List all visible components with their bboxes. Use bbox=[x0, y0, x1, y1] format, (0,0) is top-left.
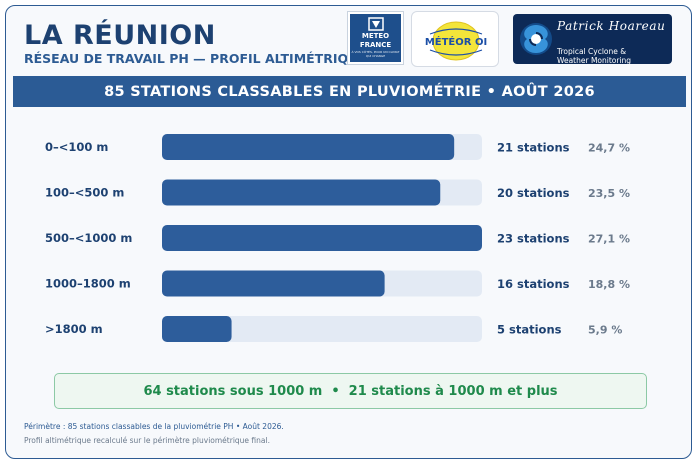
page-title: LA RÉUNION bbox=[24, 20, 216, 51]
bar bbox=[162, 134, 455, 160]
summary-box: 64 stations sous 1000 m • 21 stations à … bbox=[54, 373, 647, 409]
count-label: 5 stations bbox=[497, 323, 562, 337]
banner-text: 85 STATIONS CLASSABLES EN PLUVIOMÉTRIE •… bbox=[104, 83, 595, 100]
category-label: 100–<500 m bbox=[45, 186, 124, 200]
summary-right: 21 stations à 1000 m et plus bbox=[348, 383, 558, 399]
bar bbox=[162, 270, 385, 297]
meteo-france-tagline: À VOS CÔTÉS, POUR UN CLIMAT QUI CHANGE bbox=[351, 50, 400, 58]
count-label: 16 stations bbox=[497, 277, 570, 291]
meteor-oi-name: MÉTÉOR OI bbox=[425, 35, 487, 48]
meteo-france-logo: METEO FRANCE À VOS CÔTÉS, POUR UN CLIMAT… bbox=[347, 11, 404, 65]
infographic-frame: LA RÉUNION RÉSEAU DE TRAVAIL PH — PROFIL… bbox=[5, 5, 692, 459]
meteo-france-name-line2: FRANCE bbox=[359, 41, 392, 49]
bar bbox=[162, 225, 482, 251]
percent-label: 18,8 % bbox=[588, 278, 630, 291]
patrick-hoareau-tagline-line1: Tropical Cyclone & bbox=[557, 47, 627, 56]
summary-left: 64 stations sous 1000 m bbox=[143, 383, 323, 399]
bar bbox=[162, 316, 232, 342]
category-label: 1000–1800 m bbox=[45, 277, 131, 291]
count-label: 23 stations bbox=[497, 232, 570, 246]
count-label: 20 stations bbox=[497, 186, 570, 200]
percent-label: 5,9 % bbox=[588, 324, 622, 337]
patrick-hoareau-name: Patrick Hoareau bbox=[557, 19, 666, 33]
category-label: 500–<1000 m bbox=[45, 231, 132, 245]
meteo-france-name-line1: METEO bbox=[361, 32, 390, 40]
meteor-oi-logo: MÉTÉOR OI bbox=[411, 11, 499, 67]
count-label: 21 stations bbox=[497, 141, 570, 155]
percent-label: 27,1 % bbox=[588, 233, 630, 246]
footer-note-method: Profil altimétrique recalculé sur le pér… bbox=[24, 436, 270, 445]
patrick-hoareau-tagline: Tropical Cyclone & Weather Monitoring bbox=[557, 47, 631, 65]
category-label: >1800 m bbox=[45, 322, 103, 336]
title-banner: 85 STATIONS CLASSABLES EN PLUVIOMÉTRIE •… bbox=[13, 76, 686, 107]
summary-separator: • bbox=[331, 383, 340, 399]
meteo-france-emblem-icon bbox=[367, 17, 384, 31]
bar-track bbox=[162, 316, 482, 342]
percent-label: 23,5 % bbox=[588, 187, 630, 200]
percent-label: 24,7 % bbox=[588, 142, 630, 155]
footer-note-perimeter: Périmètre : 85 stations classables de la… bbox=[24, 422, 284, 431]
altitude-bar-chart: 0–<100 m 21 stations 24,7 % 100–<500 m 20 st… bbox=[45, 134, 630, 342]
patrick-hoareau-logo: Patrick Hoareau Tropical Cyclone & Weath… bbox=[513, 14, 672, 65]
cyclone-icon bbox=[520, 23, 552, 55]
bar bbox=[162, 179, 441, 206]
patrick-hoareau-tagline-line2: Weather Monitoring bbox=[557, 56, 632, 65]
page-subtitle: RÉSEAU DE TRAVAIL PH — PROFIL ALTIMÉTRIQ… bbox=[24, 51, 367, 66]
category-label: 0–<100 m bbox=[45, 140, 108, 154]
